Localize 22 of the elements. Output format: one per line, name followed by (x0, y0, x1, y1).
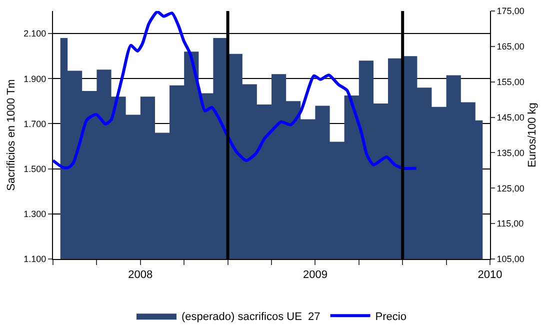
y-tick-label: 1.500 (24, 164, 46, 174)
y2-tick-label: 125,00 (496, 183, 524, 194)
y2-axis-title: Euros/100 kg (526, 102, 539, 168)
y-tick-label: 1.100 (24, 254, 46, 264)
y2-tick-label: 115,00 (496, 218, 524, 229)
y2-tick-label: 155,00 (496, 77, 524, 88)
y-tick-label: 1.900 (24, 74, 46, 84)
y-tick-label: 1.700 (24, 118, 46, 129)
line-series (53, 11, 418, 170)
y-axis-title: Sacrificios en 1000 Tm (5, 79, 18, 191)
y2-tick-label: 175,00 (496, 6, 524, 16)
y2-tick-label: 165,00 (496, 42, 524, 52)
legend-label: Precio (375, 310, 406, 323)
x-tick-label: 2010 (478, 269, 502, 282)
x-tick-label: 2008 (128, 269, 153, 282)
y-tick-label: 2.100 (24, 28, 46, 39)
y2-tick-label: 135,00 (496, 148, 524, 158)
x-tick-label: 2009 (302, 269, 328, 282)
legend-label: (esperado) sacrificos UE 27 (182, 310, 320, 323)
y2-tick-label: 145,00 (496, 112, 524, 122)
y2-tick-label: 105,00 (496, 254, 524, 264)
y-tick-label: 1.300 (24, 209, 46, 220)
